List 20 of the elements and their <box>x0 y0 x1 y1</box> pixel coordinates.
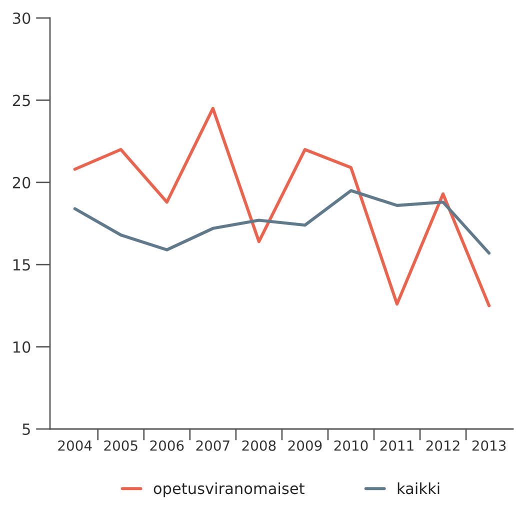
y-tick-label: 20 <box>12 176 30 188</box>
x-tick-label: 2005 <box>104 440 138 451</box>
y-tick-label: 25 <box>12 94 30 106</box>
x-tick-label: 2006 <box>150 440 184 451</box>
x-tick-label: 2009 <box>288 440 322 451</box>
line-series <box>73 189 491 255</box>
y-tick-label: 30 <box>12 12 30 24</box>
line-series <box>73 106 491 308</box>
x-tick-label: 2013 <box>472 440 506 451</box>
legend-label: kaikki <box>398 482 440 494</box>
y-tick-label: 10 <box>13 341 30 353</box>
x-tick-label: 2012 <box>426 440 460 451</box>
y-tick-label: 5 <box>22 424 30 436</box>
x-tick-label: 2010 <box>334 440 368 451</box>
x-tick-label: 2008 <box>242 440 276 451</box>
x-tick-label: 2007 <box>196 440 230 451</box>
x-tick-label: 2004 <box>58 440 92 451</box>
y-tick-label: 15 <box>13 259 30 271</box>
x-tick-label: 2011 <box>380 440 414 451</box>
legend-label: opetusviranomaiset <box>154 482 304 498</box>
